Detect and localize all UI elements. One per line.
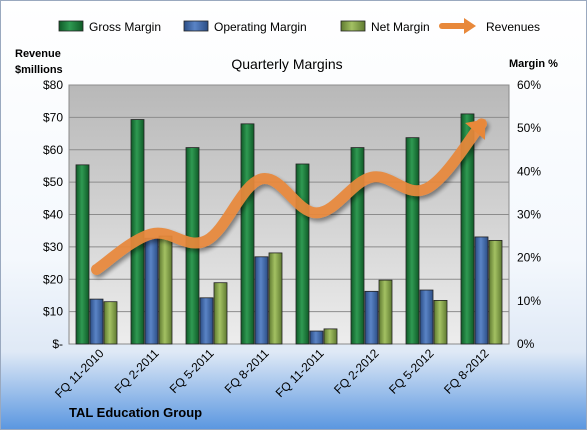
operating-margin-bar [419,289,434,345]
category-label: FQ 8-2012 [441,346,492,397]
left-tick-label: $50 [43,175,63,189]
legend-label: Operating Margin [214,20,307,34]
left-tick-label: $60 [43,143,63,157]
right-tick-label: 10% [517,294,541,308]
right-tick-label: 60% [517,78,541,92]
revenue-arrow-head [465,119,486,140]
revenues-legend-arrow [464,18,476,34]
legend-label: Net Margin [371,20,430,34]
right-tick-label: 40% [517,164,541,178]
right-tick-label: 0% [517,337,535,351]
category-label: FQ 2-2011 [112,346,162,396]
legend-label: Gross Margin [89,20,161,34]
right-tick-label: 20% [517,251,541,265]
left-tick-label: $10 [43,305,63,319]
left-axis-ticks: $- $10 $20 $30 $40 $50 $60 $70 $80 [43,78,63,351]
gross-margin-bar [75,164,90,345]
gross-margin-bar [240,123,255,345]
net-margin-bar [378,279,393,345]
left-tick-label: $- [52,337,63,351]
left-axis-title-line1: Revenue [15,48,61,60]
category-label: FQ 5-2011 [167,346,217,396]
category-label: FQ 8-2011 [222,346,272,396]
net-margin-bar [268,252,283,345]
right-tick-label: 30% [517,208,541,222]
left-tick-label: $30 [43,240,63,254]
legend-label: Revenues [486,20,540,34]
net-margin-bar [103,301,118,345]
operating-margin-bar [474,236,489,345]
operating-margin-bar [364,290,379,345]
gross-margin-legend-swatch [58,20,84,32]
left-tick-label: $40 [43,208,63,222]
operating-margin-bar [144,237,159,345]
right-tick-label: 50% [517,121,541,135]
operating-margin-bar [199,297,214,345]
revenue-line-group [91,118,487,276]
gross-margin-bar [405,137,420,345]
net-margin-bar [158,235,173,345]
footer-label: TAL Education Group [69,405,202,420]
left-tick-label: $80 [43,78,63,92]
net-margin-bar [433,300,448,345]
chart-title: Quarterly Margins [231,56,342,72]
gross-margin-bar [460,113,475,345]
category-axis-ticks: FQ 11-2010 FQ 2-2011 FQ 5-2011 FQ 8-2011 FQ … [52,346,492,401]
operating-margin-bar [254,256,269,345]
category-label: FQ 2-2012 [331,346,382,397]
net-margin-bar [323,328,338,345]
operating-margin-legend-swatch [183,20,209,32]
operating-margin-bar [89,298,104,345]
left-axis-title-line2: $millions [15,64,63,76]
left-tick-label: $70 [43,110,63,124]
left-tick-label: $20 [43,272,63,286]
legend: Gross Margin Operating Margin Net Margin Re… [58,18,540,34]
net-margin-bar [488,239,503,345]
right-axis-title: Margin % [509,58,558,70]
category-label: FQ 11-2010 [52,346,107,401]
right-axis-ticks: 0% 10% 20% 30% 40% 50% 60% [517,78,541,351]
gross-margin-bar [295,163,310,345]
revenue-line [91,118,487,276]
net-margin-legend-swatch [340,20,366,32]
net-margin-bar [213,282,228,345]
category-label: FQ 5-2012 [386,346,437,397]
category-label: FQ 11-2011 [273,346,327,400]
gross-margin-bar [350,147,365,345]
operating-margin-bar [309,330,324,345]
